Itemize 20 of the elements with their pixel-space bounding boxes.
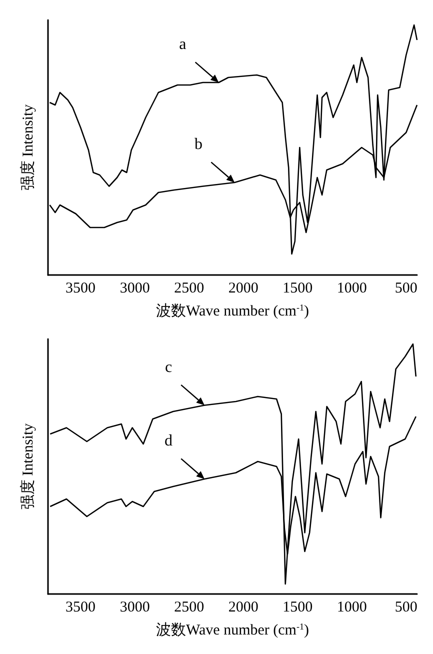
annotation: c <box>164 358 172 376</box>
y-axis-title: 强度 Intensity <box>20 104 36 191</box>
x-tick-label: 3000 <box>120 280 150 296</box>
x-tick-label: 1500 <box>282 600 313 616</box>
x-tick-label: 1500 <box>282 280 313 296</box>
x-tick-label: 500 <box>394 280 418 296</box>
x-tick-label: 3000 <box>120 600 150 616</box>
x-tick-label: 2000 <box>228 600 258 616</box>
x-tick-label: 2500 <box>174 280 204 296</box>
x-tick-label: 3500 <box>66 280 96 296</box>
x-tick-label: 3500 <box>66 600 96 616</box>
y-axis-title: 强度 Intensity <box>20 422 36 510</box>
annotation: d <box>164 432 172 450</box>
annotation: b <box>194 136 203 153</box>
annotation: a <box>179 36 186 53</box>
x-tick-label: 1000 <box>336 280 367 296</box>
x-tick-label: 2500 <box>174 600 204 616</box>
x-tick-label: 2000 <box>228 280 258 296</box>
x-tick-label: 500 <box>394 600 418 616</box>
x-tick-label: 1000 <box>336 600 367 616</box>
